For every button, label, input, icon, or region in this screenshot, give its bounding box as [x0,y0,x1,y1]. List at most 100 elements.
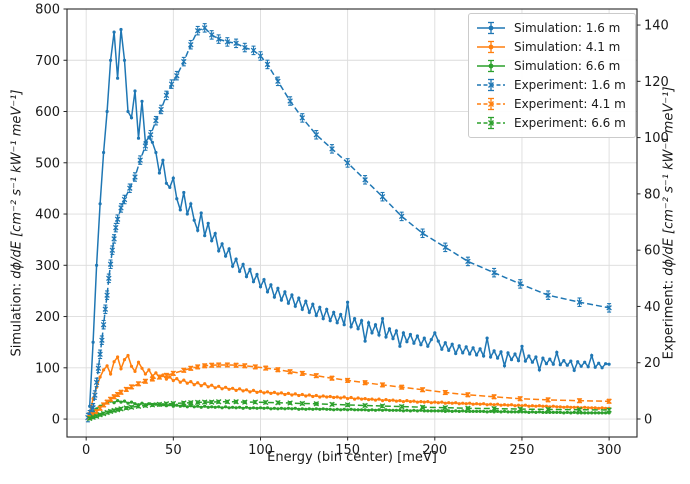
marker-dot [157,171,161,175]
marker-dot [478,347,482,351]
marker-dot [244,405,249,409]
marker-dot [499,403,503,407]
marker-dot [300,307,304,311]
marker-dot [227,406,231,410]
marker-dot [272,295,276,299]
marker-dot [356,327,360,331]
marker-dot [471,346,475,350]
marker-dot [443,409,447,413]
marker-dot [210,383,214,387]
marker-dot [248,267,252,271]
marker-dot [387,399,392,403]
x-axis-label: Energy (bin center) [meV] [67,450,637,465]
marker-dot [199,384,203,388]
marker-dot [126,401,130,405]
marker-dot [370,331,374,335]
marker-dot [373,398,378,402]
marker-dot [314,407,318,411]
legend-label: Experiment: 6.6 m [514,116,626,130]
marker-dot [171,176,175,180]
marker-dot [419,408,423,412]
marker-dot [279,406,283,410]
y-tick-label-left: 200 [35,310,60,325]
marker-dot [447,401,451,405]
marker-dot [293,392,297,396]
marker-dot [572,368,576,372]
marker-dot [482,409,486,413]
marker-dot [572,405,576,409]
marker-dot [593,365,597,369]
marker-dot [475,353,479,357]
marker-dot [604,362,608,366]
marker-dot [196,404,200,408]
marker-dot [203,382,207,386]
marker-dot [286,301,290,305]
marker-dot [530,360,535,364]
marker-dot [314,393,318,398]
marker-dot [436,409,440,413]
marker-dot [457,409,461,413]
marker-dot [95,263,99,267]
marker-dot [109,58,113,62]
marker-dot [290,407,294,411]
marker-dot [339,312,343,317]
marker-dot [384,335,388,339]
marker-dot [436,401,440,405]
marker-dot [422,400,426,404]
marker-dot [401,331,405,335]
legend-label: Simulation: 1.6 m [514,21,621,35]
marker-dot [335,395,339,399]
marker-dot [168,185,172,189]
marker-dot [356,396,360,400]
y-tick-label-left: 100 [35,361,60,376]
marker-dot [210,405,214,409]
marker-dot [562,411,566,415]
marker-dot [520,404,524,408]
marker-dot [485,403,489,407]
legend-label: Experiment: 4.1 m [514,97,626,111]
x-tick-label: 250 [510,443,535,458]
marker-dot [363,408,367,412]
marker-dot [468,401,472,405]
marker-dot [321,407,325,411]
x-tick-label: 150 [335,443,360,458]
marker-dot [367,398,371,402]
marker-dot [367,408,371,412]
marker-dot [272,390,276,394]
x-tick-label: 50 [165,443,182,458]
y-axis-label-left-prefix: Simulation: [9,278,25,357]
marker-dot [447,348,451,352]
marker-dot [384,398,388,402]
marker-dot [607,411,611,415]
marker-dot [380,408,385,412]
marker-dot [311,302,315,306]
marker-dot [370,408,374,412]
marker-dot [461,351,465,355]
marker-dot [276,392,280,396]
y-axis-label-left-units: dϕ/dE [cm⁻² s⁻¹ kW⁻¹ meV⁻¹] [9,89,25,279]
marker-dot [363,397,367,401]
series-simulation-4-1-m [88,353,611,415]
marker-dot [258,406,263,410]
legend-label: Simulation: 4.1 m [514,40,621,54]
marker-dot [102,150,106,155]
marker-dot [238,405,242,409]
marker-dot [502,409,507,413]
marker-dot [244,275,249,279]
marker-dot [133,369,137,373]
marker-dot [224,405,228,409]
legend-label: Experiment: 1.6 m [514,78,626,92]
marker-dot [297,407,301,411]
marker-dot [440,400,444,404]
marker-dot [255,272,259,277]
marker-dot [597,406,601,410]
legend-entry: Experiment: 4.1 m [476,95,626,113]
marker-dot [534,410,538,414]
marker-dot [321,394,325,398]
marker-dot [231,386,235,390]
marker-dot [353,317,357,321]
marker-dot [119,367,123,371]
marker-dot [454,351,458,356]
marker-dot [496,402,500,406]
legend-glyph-errorbar-dot [477,21,505,35]
